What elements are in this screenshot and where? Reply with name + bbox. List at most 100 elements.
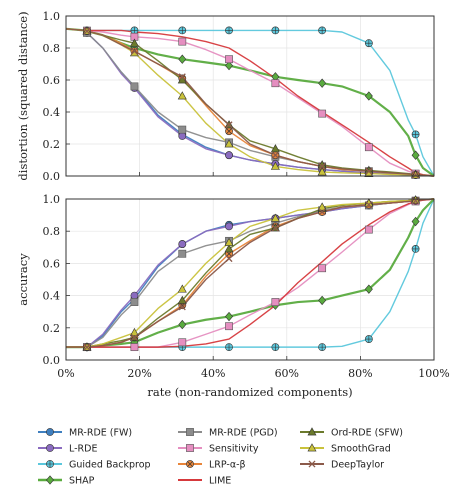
legend-item-lime: LIME: [178, 476, 231, 487]
data-point-guided-backprop: [225, 343, 233, 352]
data-point-guided-backprop: [318, 343, 327, 352]
x-tick-label: 20%: [127, 367, 151, 380]
data-point-sensitivity: [271, 79, 280, 88]
data-point-guided-backprop: [411, 245, 420, 253]
data-point-lrp: [225, 127, 233, 136]
legend-marker: [308, 460, 316, 468]
y-tick-label: 1.0: [43, 193, 61, 206]
data-point-l-rde: [225, 222, 233, 231]
legend-label: LIME: [209, 476, 231, 487]
data-point-guided-backprop: [318, 26, 327, 35]
data-point-shap: [364, 91, 373, 101]
data-point-sensitivity: [225, 55, 233, 64]
data-point-shap: [411, 216, 420, 227]
data-point-sensitivity: [364, 143, 373, 152]
data-point-l-rde: [225, 151, 233, 160]
data-point-guided-backprop: [364, 335, 373, 343]
data-point-guided-backprop: [271, 343, 280, 352]
y-tick-label: 0.4: [43, 106, 61, 119]
y-tick-label: 0.4: [43, 290, 61, 303]
data-point-sensitivity: [130, 343, 139, 352]
data-point-sensitivity: [178, 37, 187, 46]
data-point-ord-rde-sfw: [177, 295, 187, 304]
legend-marker: [307, 443, 317, 452]
legend-marker: [46, 475, 54, 485]
legend-label: L-RDE: [69, 444, 97, 455]
data-point-sensitivity: [364, 225, 373, 234]
y-tick-label: 0.2: [43, 138, 61, 151]
data-point-deeptaylor: [318, 162, 326, 170]
data-point-shap: [364, 284, 373, 294]
series-line-lime: [65, 28, 435, 177]
legend-marker: [186, 444, 194, 452]
data-point-smoothgrad: [317, 167, 327, 176]
data-point-l-rde: [178, 240, 187, 248]
data-point-smoothgrad: [270, 213, 280, 222]
legend: MR-RDE (FW) MR-RDE (PGD) Ord-RDE (SFW) L-RD…: [38, 427, 403, 487]
x-axis-label: rate (non-randomized components): [147, 385, 352, 399]
data-point-smoothgrad: [177, 91, 187, 100]
series-line-lime: [66, 198, 435, 348]
data-point-mr-rde-pgd: [178, 249, 187, 258]
y-tick-label: 0.0: [43, 354, 61, 367]
data-point-shap: [318, 295, 327, 306]
x-tick-label: 60%: [275, 367, 299, 380]
data-point-deeptaylor: [83, 343, 91, 351]
data-point-guided-backprop: [271, 26, 280, 35]
x-tick-label: 40%: [201, 367, 225, 380]
x-tick-label: 100%: [418, 367, 449, 380]
data-point-l-rde: [130, 291, 139, 300]
series-line-smoothgrad: [66, 198, 435, 348]
data-point-mr-rde-pgd: [130, 298, 139, 306]
y-tick-label: 0.2: [43, 322, 61, 335]
data-point-deeptaylor: [271, 224, 279, 232]
data-point-ord-rde-sfw: [224, 244, 234, 253]
legend-marker: [307, 427, 317, 436]
x-tick-label: 80%: [348, 367, 372, 380]
data-point-smoothgrad: [224, 237, 234, 246]
data-point-sensitivity: [318, 109, 327, 118]
data-point-deeptaylor: [271, 151, 279, 159]
data-point-mr-rde-pgd: [178, 125, 187, 134]
legend-item-l-rde: L-RDE: [38, 444, 97, 455]
y-tick-label: 1.0: [43, 10, 61, 23]
data-point-shap: [225, 311, 234, 322]
data-point-smoothgrad: [177, 284, 187, 293]
legend-marker: [46, 460, 54, 468]
legend-item-smoothgrad: SmoothGrad: [300, 443, 391, 455]
data-point-smoothgrad: [270, 161, 280, 170]
x-tick-label: 0%: [57, 367, 74, 380]
legend-label: Guided Backprop: [69, 460, 151, 471]
legend-label: Ord-RDE (SFW): [331, 428, 403, 439]
data-point-smoothgrad: [224, 139, 234, 148]
data-point-deeptaylor: [83, 27, 91, 35]
data-point-deeptaylor: [225, 121, 233, 129]
data-point-deeptaylor: [318, 208, 326, 216]
data-point-sensitivity: [225, 322, 233, 331]
data-point-mr-rde-pgd: [130, 82, 139, 91]
legend-item-mr-rde-fw: MR-RDE (FW): [38, 428, 132, 439]
legend-marker: [46, 428, 54, 436]
legend-marker: [46, 444, 54, 452]
series-line-deeptaylor: [66, 198, 435, 348]
y-tick-label: 0.8: [43, 42, 61, 55]
data-point-deeptaylor: [225, 255, 233, 263]
data-point-deeptaylor: [178, 303, 186, 311]
data-point-deeptaylor: [365, 201, 373, 209]
y-axis-label: distortion (squared distance): [16, 11, 30, 180]
data-point-sensitivity: [271, 298, 280, 306]
series-line-deeptaylor: [65, 28, 435, 177]
data-point-shap: [178, 54, 187, 64]
legend-item-sensitivity: Sensitivity: [178, 444, 259, 455]
data-point-sensitivity: [178, 338, 187, 347]
data-point-guided-backprop: [225, 26, 233, 35]
data-point-guided-backprop: [130, 26, 139, 35]
y-tick-label: 0.6: [43, 74, 61, 87]
legend-item-shap: SHAP: [38, 475, 95, 487]
y-tick-label: 0.0: [43, 170, 61, 183]
legend-item-ord-rde-sfw: Ord-RDE (SFW): [300, 427, 403, 439]
legend-item-lrp: LRP-α-β: [178, 460, 246, 471]
y-axis-label: accuracy: [16, 253, 30, 306]
data-point-deeptaylor: [365, 167, 373, 175]
